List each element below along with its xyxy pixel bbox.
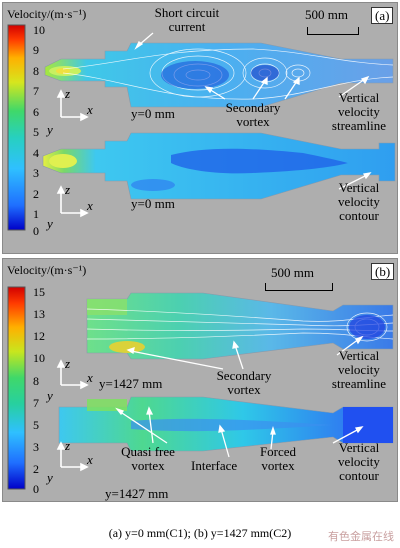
tick-label: 7 — [33, 84, 39, 98]
tick-label: 10 — [33, 23, 45, 37]
streamline-body-a — [44, 42, 394, 108]
axes-b — [56, 359, 89, 472]
short-circuit-label-line1: Short circuit — [154, 5, 220, 20]
plane-label-a-top: y=0 mm — [131, 106, 175, 121]
streamline-label-b-line2: velocity — [338, 362, 380, 377]
panel-a: Velocity/(m·s⁻¹) 10 9 8 7 6 5 4 3 2 1 0 … — [2, 2, 398, 254]
axis-z-label-a1: z — [65, 86, 71, 101]
contour-label-b-line3: contour — [339, 468, 379, 483]
contour-body-b — [58, 396, 394, 452]
colorbar-title-a: Velocity/(m·s⁻¹) — [7, 7, 87, 21]
quasi-free-vortex-line1: Quasi free — [121, 444, 175, 459]
plane-label-b-bottom: y=1427 mm — [105, 486, 169, 501]
figure-caption: (a) y=0 mm(C1); (b) y=1427 mm(C2) — [108, 526, 292, 540]
annotation-arrows-b — [115, 335, 364, 458]
secondary-vortex-label-line1: Secondary — [225, 100, 281, 115]
annotation-arrows-a — [134, 32, 372, 190]
contour-label-line1: Vertical — [338, 180, 380, 195]
tick-label: 13 — [33, 307, 45, 321]
watermark: 有色金属在线 — [328, 530, 394, 543]
scale-label-a: 500 mm — [305, 7, 348, 22]
tick-label: 10 — [33, 351, 45, 365]
tick-label: 15 — [33, 285, 45, 299]
streamline-label-b-line3: streamline — [331, 376, 387, 391]
tick-label: 3 — [33, 166, 39, 180]
axis-x-label-a1: x — [87, 102, 93, 117]
contour-label-b-line2: velocity — [338, 454, 380, 469]
scale-bar-b — [265, 283, 333, 291]
panel-b-graphics — [7, 286, 394, 490]
axis-y-label-a1: y — [47, 122, 53, 137]
tick-label: 8 — [33, 64, 39, 78]
tick-label: 12 — [33, 329, 45, 343]
secondary-vortex-label-line2: vortex — [236, 114, 270, 129]
plane-label-a-bottom: y=0 mm — [131, 196, 175, 211]
quasi-free-vortex-line2: vortex — [131, 458, 165, 473]
contour-label-b-line1: Vertical — [338, 440, 380, 455]
contour-body-a — [42, 132, 396, 200]
tick-label: 6 — [33, 105, 39, 119]
short-circuit-label-line2: current — [168, 19, 206, 34]
tick-label: 2 — [33, 462, 39, 476]
colorbar-b — [7, 286, 26, 490]
panel-b: Velocity/(m·s⁻¹) 15 13 12 10 8 7 5 3 2 0… — [2, 258, 398, 502]
panel-a-graphics — [7, 24, 396, 231]
interface-label: Interface — [191, 458, 238, 473]
streamline-label-line3: streamline — [331, 118, 387, 133]
axis-y-label-a2: y — [47, 216, 53, 231]
panel-label-a: (a) — [371, 7, 394, 24]
axis-x-label-b1: x — [87, 370, 93, 385]
colorbar-a — [7, 24, 26, 231]
tick-label: 2 — [33, 187, 39, 201]
axis-y-label-b2: y — [47, 470, 53, 485]
panel-label-b: (b) — [371, 263, 395, 280]
tick-label: 4 — [33, 146, 39, 160]
tick-label: 8 — [33, 374, 39, 388]
secondary-vortex-b-line1: Secondary — [216, 368, 272, 383]
axis-x-label-b2: x — [87, 452, 93, 467]
axis-x-label-a2: x — [87, 198, 93, 213]
axes-a — [56, 89, 89, 218]
tick-label: 7 — [33, 396, 39, 410]
axis-z-label-b2: z — [65, 438, 71, 453]
scale-bar-a — [307, 27, 359, 35]
tick-label: 3 — [33, 440, 39, 454]
scale-label-b: 500 mm — [271, 265, 314, 280]
tick-label: 5 — [33, 125, 39, 139]
streamline-label-line1: Vertical — [338, 90, 380, 105]
tick-label: 0 — [33, 482, 39, 496]
contour-label-line3: contour — [339, 208, 379, 223]
tick-label: 5 — [33, 418, 39, 432]
secondary-vortex-b-line2: vortex — [227, 382, 261, 397]
axis-z-label-a2: z — [65, 182, 71, 197]
streamline-body-b — [86, 292, 394, 360]
streamline-label-line2: velocity — [338, 104, 380, 119]
contour-label-line2: velocity — [338, 194, 380, 209]
axis-y-label-b1: y — [47, 388, 53, 403]
forced-vortex-line2: vortex — [261, 458, 295, 473]
forced-vortex-line1: Forced — [259, 444, 297, 459]
tick-label: 9 — [33, 43, 39, 57]
colorbar-title-b: Velocity/(m·s⁻¹) — [7, 263, 87, 277]
plane-label-b-top: y=1427 mm — [99, 376, 163, 391]
axis-z-label-b1: z — [65, 356, 71, 371]
streamline-label-b-line1: Vertical — [338, 348, 380, 363]
tick-label: 1 — [33, 207, 39, 221]
tick-label: 0 — [33, 224, 39, 238]
